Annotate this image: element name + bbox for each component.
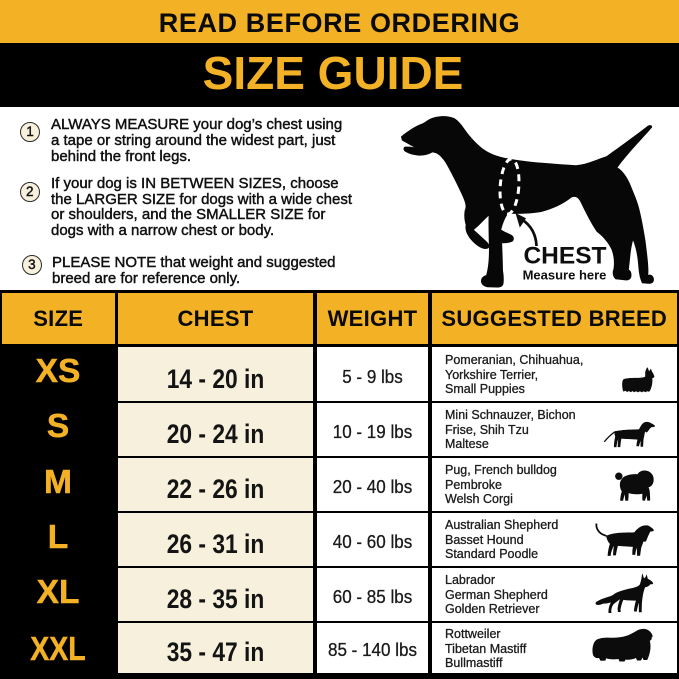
svg-text:CHEST: CHEST: [523, 242, 606, 269]
svg-text:Measure here: Measure here: [523, 267, 607, 282]
